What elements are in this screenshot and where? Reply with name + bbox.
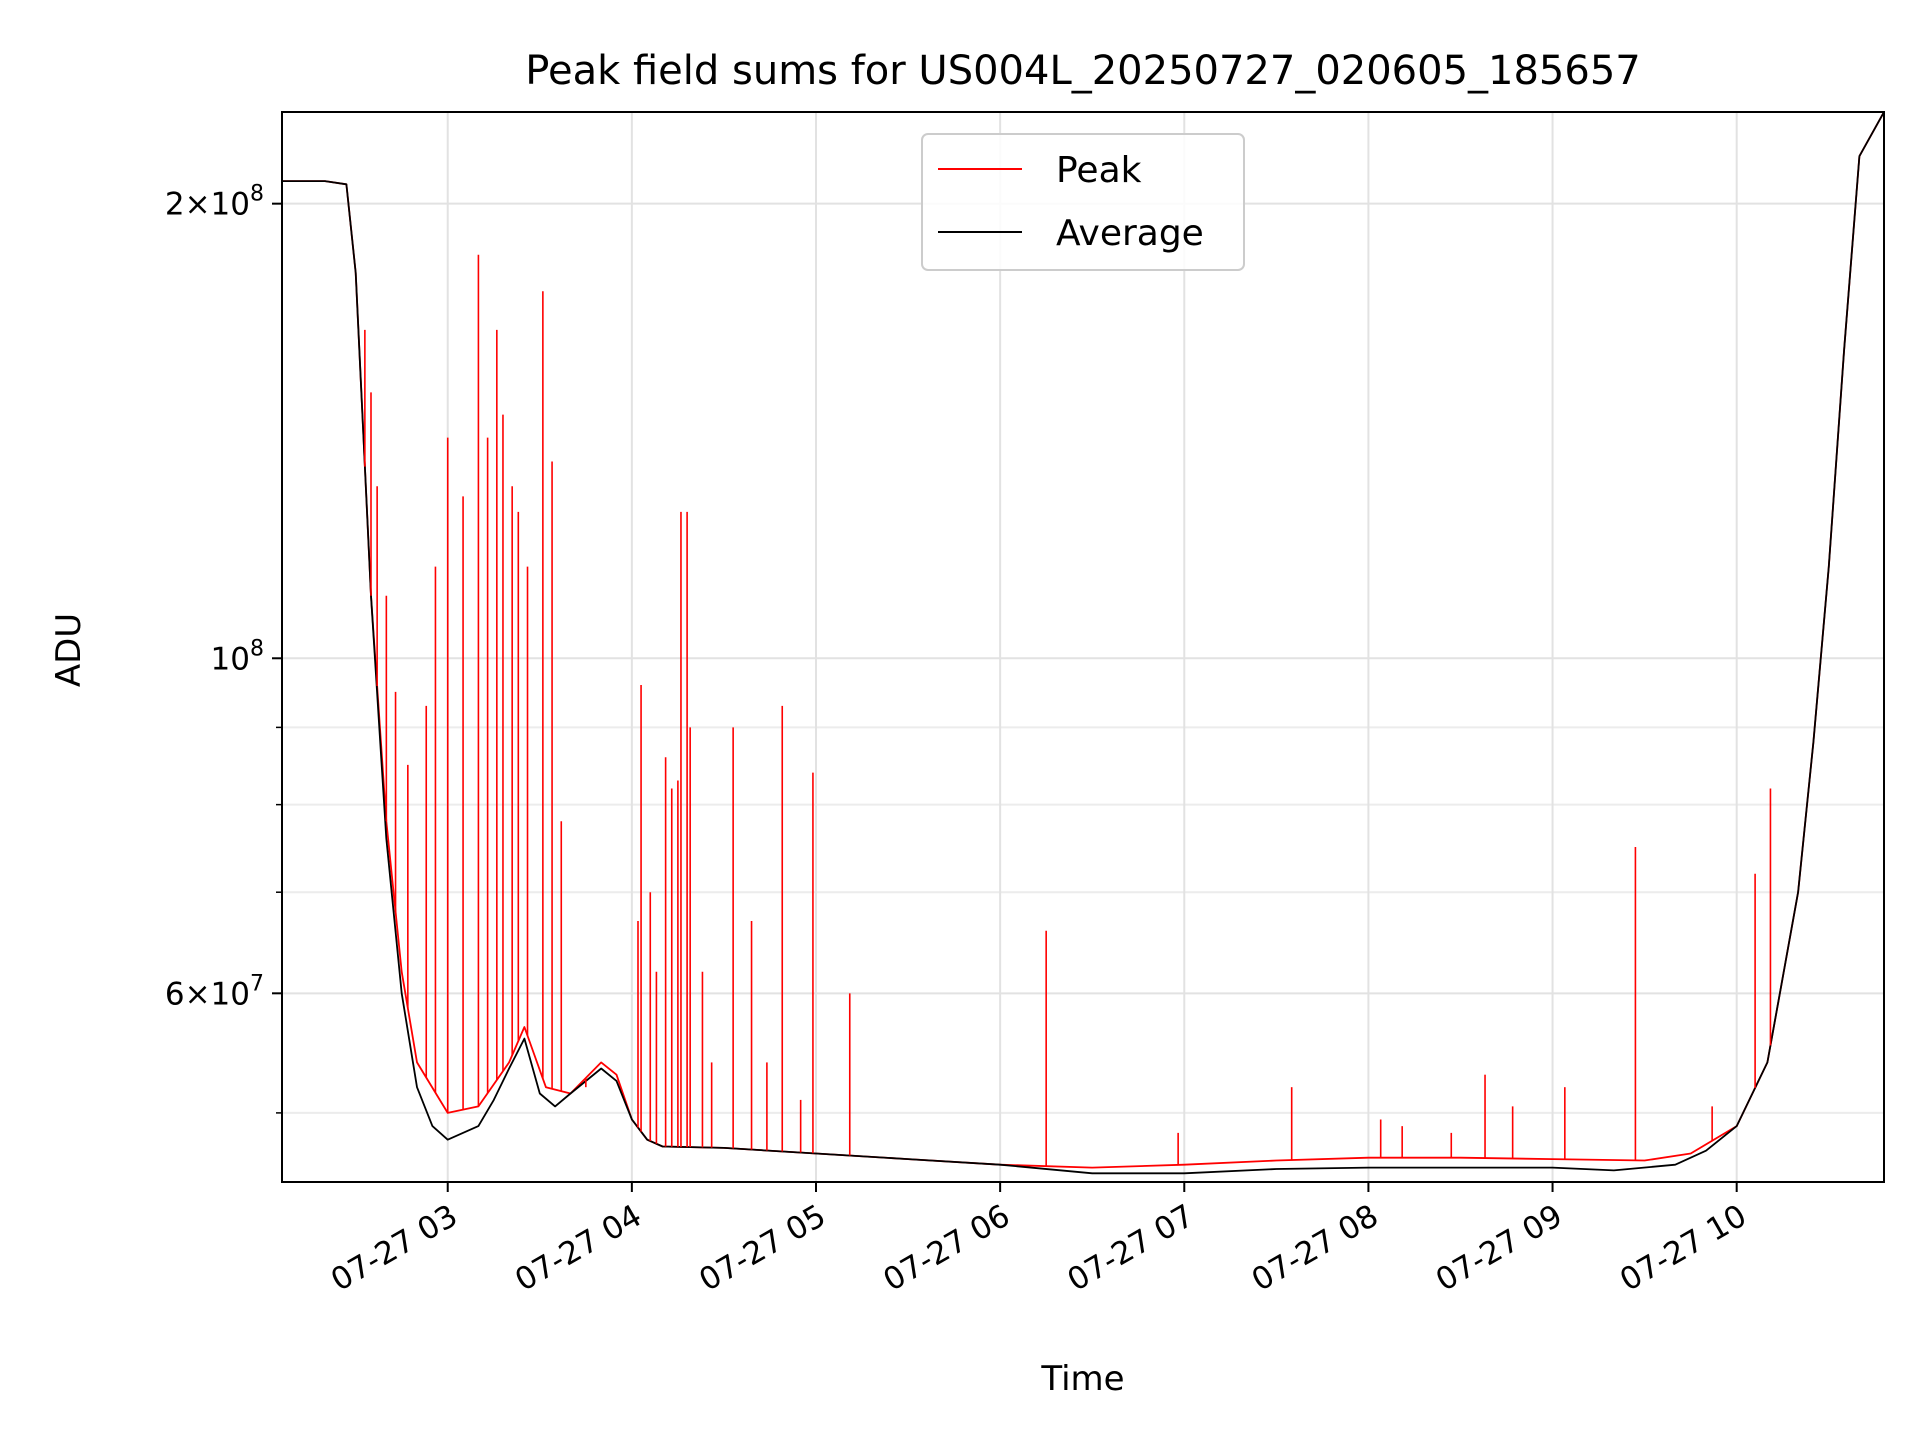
chart-title: Peak field sums for US004L_20250727_0206… [525,48,1640,94]
y-axis-label: ADU [49,613,89,687]
x-axis-label: Time [1040,1359,1124,1399]
series-line-average [282,112,1884,1175]
legend-label-peak: Peak [1056,150,1142,191]
y-tick-label-0: 2×108 [165,182,264,223]
plot-frame [281,111,1885,1183]
y-tick-label-2: 6×107 [165,971,264,1012]
peak-spikes [364,254,1772,1167]
y-axis: 2×108 108 6×107 [165,182,282,1114]
y-tick-label-1: 108 [211,636,264,677]
legend: Peak Average [921,133,1245,271]
grid-lines [282,112,1884,1182]
series-layer [282,112,1884,1175]
legend-label-average: Average [1056,213,1204,254]
